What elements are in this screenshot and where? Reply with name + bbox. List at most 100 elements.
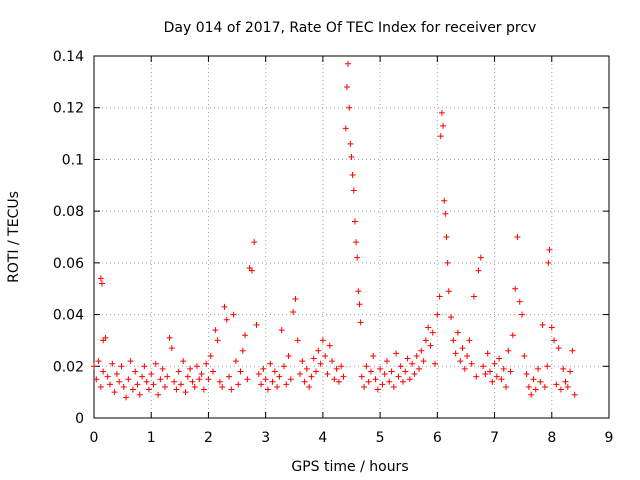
data-point [425,324,432,331]
x-tick-label: 4 [318,430,327,446]
grid-layer [94,56,609,418]
data-point [473,373,480,380]
data-point [355,288,362,295]
data-point [242,332,249,339]
x-tick-label: 7 [490,430,499,446]
data-point [484,350,491,357]
data-point [216,378,223,385]
x-tick-label: 9 [605,430,614,446]
data-point [418,347,425,354]
data-point [567,368,574,375]
data-point [308,373,315,380]
data-point [226,373,233,380]
data-point [489,378,496,385]
data-point [280,363,287,370]
data-point [459,345,466,352]
data-point [93,376,100,383]
data-point [150,381,157,388]
data-point [189,378,196,385]
data-point [505,347,512,354]
data-point [340,373,347,380]
data-point [120,383,127,390]
data-point [420,358,427,365]
data-point [498,376,505,383]
x-tick-label: 8 [547,430,556,446]
x-tick-label: 5 [376,430,385,446]
data-point [99,280,106,287]
data-point [545,259,552,266]
data-point [409,360,416,367]
data-point [333,365,340,372]
data-point [551,337,558,344]
y-tick-label: 0.02 [53,359,84,375]
data-point [393,350,400,357]
data-point [324,371,331,378]
data-point [475,267,482,274]
data-point [445,288,452,295]
data-point [525,383,532,390]
y-axis-title: ROTI / TECUs [6,191,22,283]
data-point [388,368,395,375]
data-point [564,383,571,390]
data-point [406,376,413,383]
data-point [100,368,107,375]
data-point [184,373,191,380]
x-axis-title: GPS time / hours [291,459,408,475]
data-point [397,363,404,370]
data-point [521,352,528,359]
data-point [180,358,187,365]
y-tick-label: 0.12 [53,101,84,117]
data-point [461,365,468,372]
data-point [519,311,526,318]
data-point [212,327,219,334]
data-point [292,296,299,303]
data-point [363,363,370,370]
data-point [182,389,189,396]
data-point [338,363,345,370]
data-point [97,383,104,390]
data-point [523,371,530,378]
data-point [416,365,423,372]
data-point [232,358,239,365]
y-tick-label: 0.14 [53,49,84,65]
data-point [116,378,123,385]
data-point [161,383,168,390]
data-point [244,376,251,383]
data-point [290,308,297,315]
data-point [353,239,360,246]
data-point [104,373,111,380]
data-point [159,365,166,372]
data-point [562,378,569,385]
data-point [187,365,194,372]
data-point [164,373,171,380]
data-point [358,373,365,380]
data-point [125,376,132,383]
data-point [194,363,200,370]
data-point [346,104,353,111]
data-point [127,358,134,365]
data-point [248,267,255,274]
data-point [102,334,109,341]
data-point [276,373,283,380]
y-tick-label: 0 [75,411,84,427]
data-point [260,365,267,372]
data-point [143,378,150,385]
data-point [329,358,336,365]
data-point [571,391,578,398]
data-point [255,371,262,378]
data-point [123,394,130,401]
chart-title: Day 014 of 2017, Rate Of TEC Index for r… [164,20,537,36]
data-point [118,363,125,370]
data-point [173,386,180,393]
data-point [303,365,310,372]
data-point [503,383,509,390]
data-point [367,368,374,375]
data-point [343,84,350,91]
data-point [228,386,235,393]
data-point [477,254,484,261]
data-point [301,378,308,385]
data-point [191,383,198,390]
data-point [351,218,358,225]
data-point [107,381,114,388]
data-point [207,352,214,359]
